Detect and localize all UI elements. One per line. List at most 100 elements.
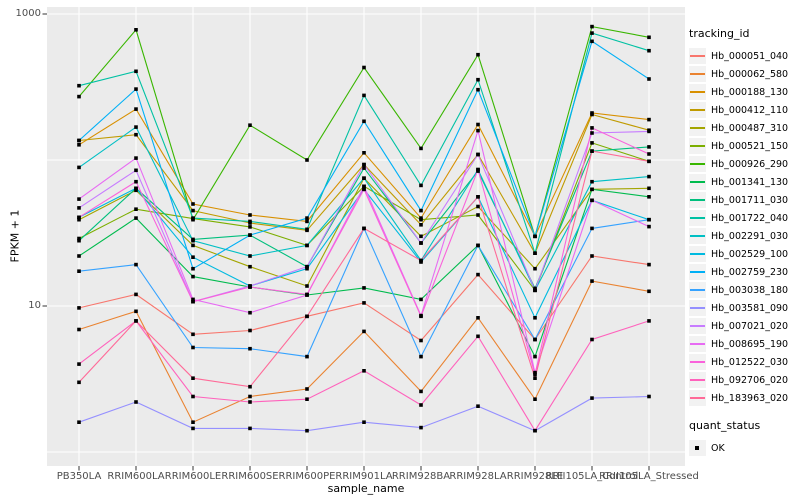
legend-key-swatch [689,174,706,190]
quant-status-key-swatch [689,440,706,456]
data-point [647,319,651,323]
data-point [77,83,81,88]
legend-item-label: Hb_003581_090 [711,302,789,314]
legend-item: Hb_000188_130 [689,83,799,101]
data-point [191,202,195,206]
data-point [476,52,480,57]
legend-key-swatch [689,318,706,334]
data-point [305,284,309,288]
data-point [305,219,309,224]
data-point [362,184,366,189]
data-point [191,332,195,337]
data-point [476,128,480,133]
legend-item: Hb_001341_130 [689,173,799,191]
data-point [134,156,138,160]
legend-key-line [690,127,705,129]
x-tick-label: RRIM901LA [335,471,393,482]
data-point [419,338,423,343]
legend-key-line [690,73,705,75]
data-point [590,31,594,35]
legend-item-label: Hb_012522_030 [711,356,789,368]
data-point [533,372,537,377]
data-point [305,354,309,359]
data-point [77,420,81,424]
data-point [590,131,594,135]
data-point [476,87,480,92]
legend-item-label: Hb_000188_130 [711,86,789,98]
data-point [248,384,252,389]
data-point [191,394,195,399]
data-point [647,77,651,81]
legend-key-swatch [689,102,706,118]
legend-key-swatch [689,372,706,388]
legend-key-swatch [689,210,706,226]
data-point [419,354,423,359]
quant-status-items: OK [689,439,799,457]
legend-item-label: Hb_002291_030 [711,230,789,242]
data-point [191,266,195,271]
data-point [134,132,138,137]
legend-items: Hb_000051_040 Hb_000062_580 Hb_000188_130 H… [689,47,799,407]
legend-title-quant-status: quant_status [689,419,761,432]
legend-key-line [690,325,705,327]
data-point [191,255,195,259]
data-point [305,216,309,220]
data-point [476,404,480,408]
data-point [419,403,423,407]
legend-item-label: Hb_000487_310 [711,122,789,134]
data-point [134,207,138,211]
data-point [533,286,537,291]
data-point [134,69,138,74]
legend-key-swatch [689,48,706,64]
data-point [248,225,252,229]
x-tick-label: RRIM600SE [221,471,279,482]
data-point [590,187,594,192]
data-point [77,327,81,332]
data-point [134,309,138,314]
data-point [134,216,138,220]
legend-item-label: Hb_001341_130 [711,176,789,188]
x-axis-title: sample_name [327,482,405,495]
data-point [419,223,423,227]
data-point [134,107,138,111]
legend-item: Hb_000521_150 [689,137,799,155]
data-point [647,35,651,40]
data-point [77,238,81,243]
data-point [77,206,81,210]
legend-key-line [690,379,705,381]
data-point [191,216,195,220]
data-point [533,251,537,255]
x-tick-label: RRII105LA_Stressed [599,471,699,482]
data-point [533,234,537,239]
legend-key-line [690,253,705,255]
data-point [77,215,81,220]
data-point [647,129,651,134]
legend-item-label: Hb_003038_180 [711,284,789,296]
legend-key-line [690,109,705,111]
legend-key-line [690,199,705,201]
data-point [533,376,537,380]
legend-item: Hb_000051_040 [689,47,799,65]
data-point [647,159,651,164]
data-point [647,262,651,267]
legend-key-line [690,163,705,165]
data-point [248,346,252,351]
data-point [77,197,81,201]
legend-item: Hb_000062_580 [689,65,799,83]
data-point [419,258,423,263]
data-point [476,167,480,172]
x-tick-label: RRIM600LA [107,471,165,482]
x-tick-label: RRIM928LE [506,471,564,482]
data-point [362,176,366,180]
legend-key-line [690,145,705,147]
legend-key-swatch [689,192,706,208]
data-point [647,145,651,149]
data-point [362,226,366,231]
data-point [419,241,423,245]
quant-status-point-icon [695,446,699,450]
data-point [590,112,594,117]
data-point [647,195,651,199]
data-point [305,387,309,391]
